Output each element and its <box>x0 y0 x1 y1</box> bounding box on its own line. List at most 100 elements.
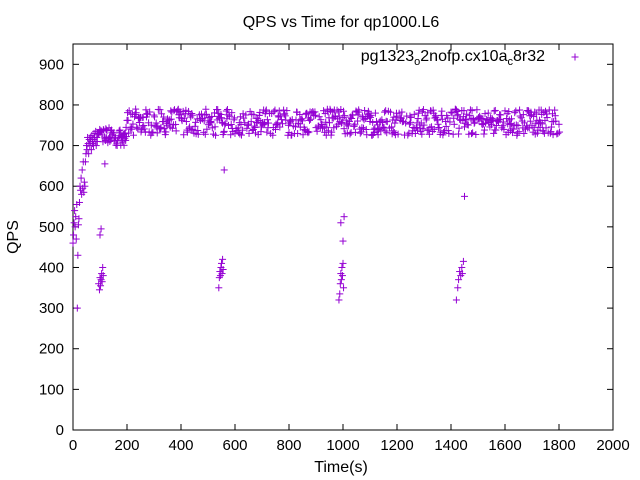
data-point <box>481 110 489 118</box>
data-point <box>150 111 158 119</box>
data-point <box>73 304 81 312</box>
data-point <box>492 122 500 130</box>
data-point <box>261 120 269 128</box>
data-point <box>361 106 369 114</box>
data-point <box>236 130 244 138</box>
data-point <box>122 136 130 144</box>
data-point <box>237 121 245 129</box>
data-point <box>159 118 167 126</box>
data-point <box>296 110 304 118</box>
data-point <box>426 123 434 131</box>
data-point <box>354 117 362 125</box>
x-tick-label: 800 <box>276 437 301 454</box>
data-point <box>383 118 391 126</box>
data-point <box>542 124 550 132</box>
data-point <box>131 110 139 118</box>
data-point <box>455 130 463 138</box>
data-point <box>514 122 522 130</box>
data-point <box>415 109 423 117</box>
data-point <box>516 106 524 114</box>
data-point <box>340 284 348 292</box>
data-point <box>140 125 148 133</box>
data-point <box>147 121 155 129</box>
data-point <box>226 112 234 120</box>
data-point <box>217 110 225 118</box>
data-point <box>324 127 332 135</box>
data-point <box>422 116 430 124</box>
data-point <box>239 126 247 134</box>
data-point <box>77 174 85 182</box>
data-point <box>187 113 195 121</box>
x-tick-label: 1000 <box>326 437 359 454</box>
data-point <box>335 296 343 304</box>
data-point <box>556 128 564 136</box>
data-point <box>404 131 412 139</box>
data-point <box>337 219 345 227</box>
data-point <box>381 127 389 135</box>
data-point <box>180 131 188 139</box>
data-point <box>299 117 306 125</box>
data-point <box>192 118 200 126</box>
data-point <box>488 121 495 129</box>
data-point <box>554 129 562 137</box>
data-point <box>431 112 439 120</box>
data-point <box>97 225 105 233</box>
legend-label-sub2: c <box>507 56 513 68</box>
data-point <box>81 182 89 190</box>
data-point <box>473 106 481 114</box>
data-point <box>191 122 199 130</box>
x-tick-label: 200 <box>114 437 139 454</box>
data-point <box>420 121 428 129</box>
data-point <box>339 259 347 267</box>
data-point <box>444 114 452 122</box>
data-point <box>74 251 82 259</box>
data-point <box>491 106 499 114</box>
data-point <box>371 109 379 117</box>
data-point <box>410 110 418 118</box>
data-point <box>263 128 271 136</box>
chart-title: QPS vs Time for qp1000.L6 <box>243 14 440 31</box>
data-point <box>303 109 311 117</box>
data-point <box>515 128 523 136</box>
data-point <box>311 108 319 116</box>
data-point <box>452 296 460 304</box>
data-point <box>434 116 441 124</box>
data-point <box>129 120 137 128</box>
data-point <box>152 119 160 127</box>
data-point <box>218 114 225 122</box>
y-tick-label: 200 <box>39 341 64 358</box>
data-point <box>547 123 555 131</box>
legend-label: pg1323o2nofp.cx10ac8r32 <box>361 48 545 68</box>
legend-marker <box>571 53 579 61</box>
data-point <box>215 284 223 292</box>
data-point <box>317 116 325 124</box>
data-point <box>221 120 229 128</box>
data-point <box>269 131 277 139</box>
data-point <box>415 106 423 114</box>
data-point <box>211 123 219 131</box>
data-point <box>279 120 287 128</box>
data-point <box>242 111 250 119</box>
data-point <box>406 112 414 120</box>
data-point <box>304 129 312 137</box>
data-point <box>439 128 447 136</box>
y-tick-label: 0 <box>56 422 64 439</box>
data-point <box>297 116 305 124</box>
data-point <box>132 105 140 113</box>
data-point <box>453 107 461 115</box>
y-tick-label: 600 <box>39 178 64 195</box>
data-point <box>80 178 88 186</box>
data-point <box>423 114 431 122</box>
y-tick-label: 900 <box>39 56 64 73</box>
data-point <box>251 123 259 131</box>
data-point <box>120 141 128 149</box>
x-tick-label: 2000 <box>596 437 629 454</box>
data-point <box>356 129 364 137</box>
data-point <box>110 129 118 137</box>
data-point <box>497 111 505 119</box>
data-point <box>220 128 228 136</box>
data-point <box>378 119 386 127</box>
data-point <box>222 107 230 115</box>
y-axis-label: QPS <box>5 220 22 254</box>
